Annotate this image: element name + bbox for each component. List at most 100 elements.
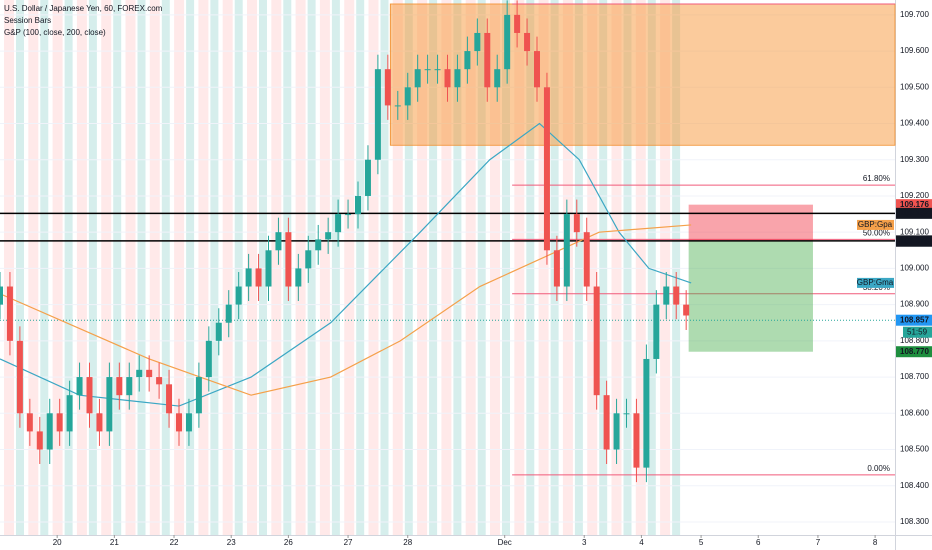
candle-body [205,340,212,378]
candle-body [643,358,650,468]
y-tick-label: 109.700 [900,10,929,19]
x-tick-label: 6 [756,538,761,547]
candle-body [225,304,232,323]
session-bar [672,0,681,535]
x-tick-label: 21 [110,538,119,547]
session-bar [28,0,39,535]
session-bar [16,0,24,535]
session-bar [635,0,646,535]
candle-body [504,14,511,70]
price-badge [896,207,932,219]
session-bar [101,0,112,535]
fib-label: 100.00% [858,0,890,2]
candle-body [424,69,431,71]
candle-body [464,51,471,70]
candle-body [0,286,3,305]
candle-body [305,250,312,269]
fib-label: 50.00% [863,229,890,238]
session-bar [368,0,379,535]
session-bar [174,0,185,535]
session-bar [210,0,219,535]
candle-body [414,69,421,88]
session-bar [259,0,267,535]
session-bar [40,0,49,535]
session-bar [319,0,330,535]
candle-body [215,322,222,341]
candle-body [176,413,182,432]
candle-body [633,413,640,468]
session-bar [125,0,136,535]
y-tick-label: 108.800 [900,336,929,345]
session-bar [404,0,413,535]
session-bar [271,0,282,535]
session-bar [222,0,233,535]
target-zone [688,240,813,352]
candle-body [136,369,143,378]
session-bar [417,0,428,535]
y-tick-label: 108.500 [900,445,929,454]
session-bar [331,0,340,535]
candle-body [663,286,670,305]
candle-body [603,395,610,450]
candle-body [514,14,521,33]
zone [389,3,896,146]
candle-body [374,69,381,160]
session-bar [465,0,476,535]
session-bar [599,0,608,535]
candle-body [16,340,23,414]
session-bar [344,0,355,535]
candle-body [444,69,451,88]
x-tick-label: 22 [170,538,179,547]
session-bar [88,0,97,535]
ma-tag-label: GBP:Gma [857,278,894,287]
candle-body [86,377,93,414]
candle-body [543,87,550,251]
candle-body [315,239,322,251]
candle-body [255,268,262,287]
session-bar [161,0,170,535]
price-badge-label: 109.075 [900,236,929,245]
session-bar [52,0,63,535]
x-tick-label: 23 [227,538,236,547]
session-bar [392,0,403,535]
session-bar [526,0,535,535]
candle-body [146,369,153,378]
candle-body [235,286,242,305]
candle-body [56,413,63,432]
ma-line [0,122,692,407]
x-tick-label: 27 [344,538,353,547]
candle-body [285,232,292,287]
x-tick-label: 20 [53,538,62,547]
candle-body [335,214,342,233]
candle-body [623,413,630,415]
candle-body [46,413,53,450]
candle-body [404,87,411,106]
session-bar [149,0,160,535]
candle-body [384,69,391,106]
fib-label: 61.80% [863,174,890,183]
candle-body [613,413,620,450]
session-bar [307,0,316,535]
candle-body [454,69,461,88]
price-badge [896,314,932,326]
ma-tag [857,219,894,230]
candle-body [26,413,33,432]
y-tick-label: 109.000 [900,264,929,273]
y-tick-label: 109.600 [900,46,929,55]
candle-body [563,214,570,287]
price-badge-label: 108.857 [900,315,929,324]
session-bar [647,0,656,535]
candle-body [96,413,103,432]
y-tick-label: 109.100 [900,227,929,236]
y-tick-label: 109.500 [900,82,929,91]
session-bar [64,0,73,535]
x-tick-label: 3 [582,538,587,547]
x-tick-label: 7 [816,538,821,547]
x-tick-label: Dec [498,538,512,547]
candle-body [673,286,680,305]
session-bar [247,0,257,535]
candle-body [593,286,600,396]
candle-body [394,105,401,107]
indicator-label: Session Bars [4,16,51,25]
